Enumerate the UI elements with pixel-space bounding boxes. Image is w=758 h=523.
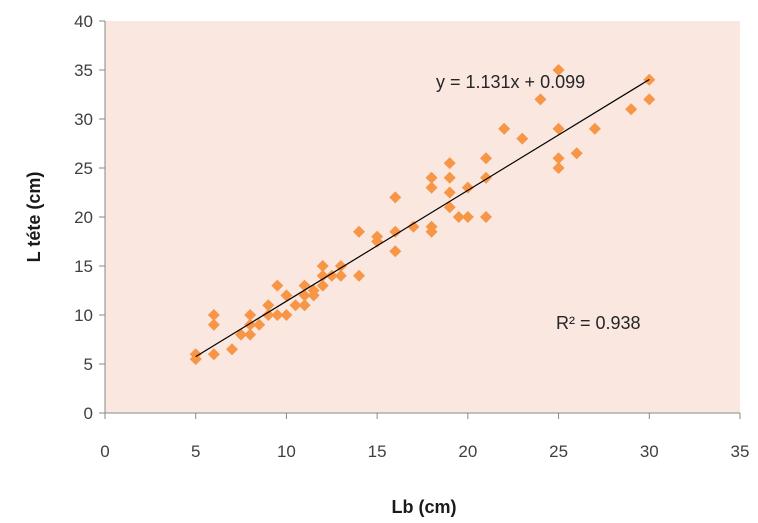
data-point <box>480 152 492 165</box>
data-point <box>480 211 492 223</box>
x-tick-label: 0 <box>100 442 109 461</box>
data-point <box>207 348 220 361</box>
r-squared-label: R² = 0.938 <box>556 313 641 333</box>
data-point <box>235 328 248 341</box>
data-point <box>461 181 474 194</box>
y-tick-label: 20 <box>74 208 93 227</box>
data-point <box>271 309 284 321</box>
y-axis-title: L téte (cm) <box>24 172 44 263</box>
data-point <box>307 284 320 297</box>
data-point <box>226 343 238 356</box>
data-point <box>262 309 275 321</box>
y-tick-label: 5 <box>84 355 93 374</box>
data-point <box>334 269 347 282</box>
y-tick-label: 25 <box>74 159 93 178</box>
data-point <box>498 122 511 135</box>
data-point <box>443 171 456 184</box>
data-point <box>452 211 465 223</box>
data-point <box>207 318 220 331</box>
data-point <box>425 171 438 184</box>
data-point <box>389 191 402 204</box>
data-point <box>443 186 456 199</box>
data-point <box>389 225 402 238</box>
x-tick-label: 15 <box>368 442 387 461</box>
data-point <box>316 279 329 292</box>
trendline-equation: y = 1.131x + 0.099 <box>436 72 585 92</box>
trendline <box>195 79 650 358</box>
data-point <box>316 269 329 282</box>
x-tick-label: 30 <box>640 442 659 461</box>
data-point <box>353 269 365 282</box>
data-point <box>552 162 565 174</box>
data-point <box>516 132 529 145</box>
data-point <box>262 299 275 312</box>
data-point <box>425 220 438 233</box>
data-point <box>353 225 365 238</box>
data-point <box>280 309 293 321</box>
data-point <box>207 309 220 321</box>
x-tick-label: 35 <box>731 442 750 461</box>
x-tick-label: 25 <box>549 442 568 461</box>
data-point <box>552 64 565 76</box>
x-tick-label: 20 <box>458 442 477 461</box>
data-point <box>280 289 293 302</box>
x-axis-title: Lb (cm) <box>392 497 457 517</box>
y-tick-label: 10 <box>74 306 93 325</box>
data-point <box>389 245 402 258</box>
data-point <box>552 122 565 135</box>
data-point <box>244 309 257 321</box>
data-point <box>425 181 438 194</box>
data-point <box>625 103 638 116</box>
x-tick-label: 10 <box>277 442 296 461</box>
data-point <box>643 93 656 106</box>
data-point <box>271 279 284 292</box>
x-axis-ticks: 0 5 10 15 20 25 30 35 <box>100 413 749 461</box>
data-point <box>588 122 601 135</box>
data-point <box>325 269 338 282</box>
data-point <box>298 299 311 312</box>
data-point <box>461 211 474 223</box>
data-point <box>570 147 583 160</box>
data-point <box>253 318 266 331</box>
y-tick-label: 15 <box>74 257 93 276</box>
data-point <box>244 328 257 341</box>
x-tick-label: 5 <box>191 442 200 461</box>
y-tick-label: 40 <box>74 12 93 31</box>
y-tick-label: 30 <box>74 110 93 129</box>
data-point <box>189 348 202 361</box>
y-tick-label: 0 <box>84 404 93 423</box>
data-points <box>189 64 656 366</box>
data-point <box>316 260 329 272</box>
data-point <box>371 230 384 243</box>
y-tick-label: 35 <box>74 61 93 80</box>
data-point <box>552 152 565 165</box>
data-point <box>289 299 302 312</box>
data-point <box>443 201 456 214</box>
data-point <box>534 93 547 106</box>
y-axis-ticks: 0 5 10 15 20 25 30 35 40 <box>74 12 105 423</box>
data-point <box>334 260 347 272</box>
data-point <box>407 220 420 233</box>
data-point <box>443 157 456 170</box>
